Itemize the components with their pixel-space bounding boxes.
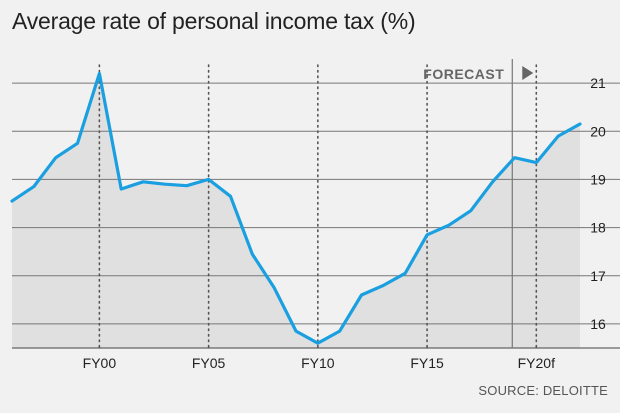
x-tick-label: FY20f bbox=[518, 355, 555, 371]
forecast-region: FORECAST bbox=[423, 59, 534, 348]
x-tick-label: FY10 bbox=[301, 355, 335, 371]
series-line bbox=[10, 71, 582, 345]
x-tick-label: FY05 bbox=[192, 355, 226, 371]
forecast-label: FORECAST bbox=[423, 66, 504, 82]
y-tick-label: 19 bbox=[590, 171, 606, 187]
area-fill bbox=[12, 73, 580, 348]
y-tick-labels: 16 17 18 19 20 21 bbox=[590, 75, 606, 332]
x-gridlines bbox=[98, 64, 538, 349]
y-tick-label: 17 bbox=[590, 268, 606, 284]
y-tick-label: 21 bbox=[590, 75, 606, 91]
chart-source: SOURCE: DELOITTE bbox=[478, 383, 608, 398]
series-line-layer bbox=[10, 71, 582, 345]
x-tick-label: FY15 bbox=[410, 355, 444, 371]
x-tick-label: FY00 bbox=[83, 355, 117, 371]
y-tick-label: 16 bbox=[590, 316, 606, 332]
gridlines bbox=[12, 82, 620, 349]
area-fill-layer bbox=[12, 73, 580, 348]
x-tick-labels: FY00 FY05 FY10 FY15 FY20f bbox=[83, 355, 555, 371]
y-tick-label: 20 bbox=[590, 123, 606, 139]
y-tick-label: 18 bbox=[590, 220, 606, 236]
chart-title: Average rate of personal income tax (%) bbox=[12, 8, 416, 34]
forecast-arrow-icon bbox=[522, 66, 534, 80]
